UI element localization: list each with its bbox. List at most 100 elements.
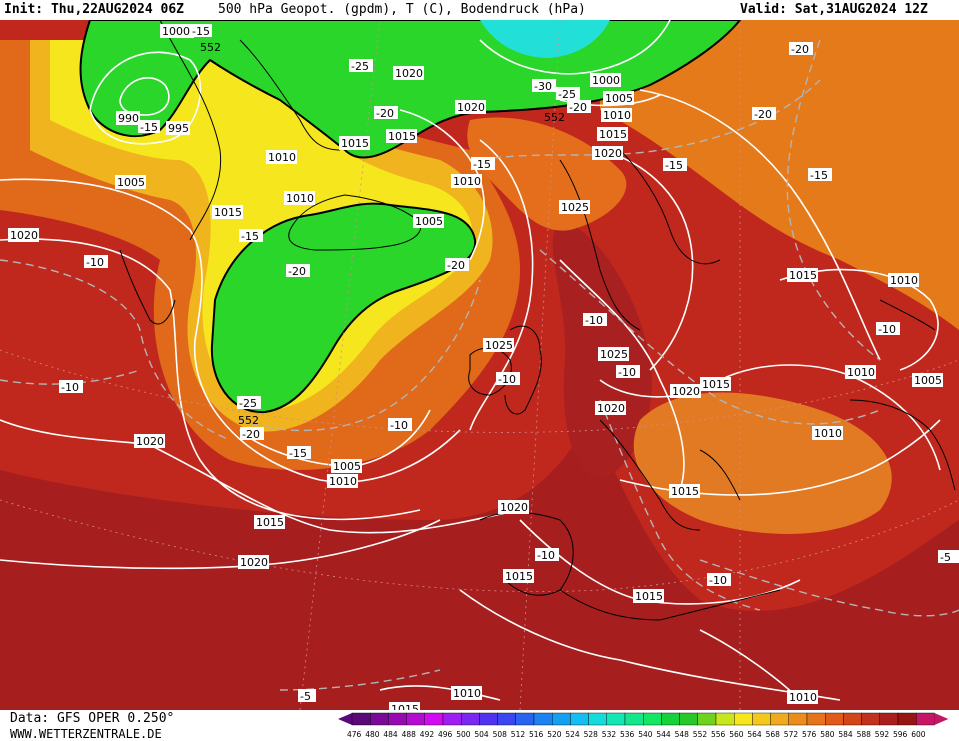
svg-text:1015: 1015	[256, 516, 284, 529]
temperature-label: -20	[789, 42, 813, 56]
svg-text:-15: -15	[289, 447, 307, 460]
svg-text:-10: -10	[878, 323, 896, 336]
svg-text:-20: -20	[447, 259, 465, 272]
temperature-label: -20	[567, 100, 591, 114]
scale-swatch	[770, 712, 789, 726]
svg-text:995: 995	[168, 122, 189, 135]
website-credit: WWW.WETTERZENTRALE.DE	[10, 727, 162, 741]
svg-text:-20: -20	[242, 428, 260, 441]
scale-tick-label: 496	[438, 730, 453, 739]
svg-text:-15: -15	[140, 121, 158, 134]
svg-text:1015: 1015	[599, 128, 627, 141]
scale-swatch	[570, 712, 589, 726]
geopotential-label: 552	[238, 414, 259, 427]
pressure-label: 995	[166, 121, 190, 135]
svg-text:1020: 1020	[597, 402, 625, 415]
scale-tick-label: 592	[875, 730, 890, 739]
pressure-label: 1010	[787, 690, 818, 704]
svg-text:1010: 1010	[329, 475, 357, 488]
scale-tick-label: 476	[347, 730, 362, 739]
svg-text:1005: 1005	[415, 215, 443, 228]
weather-map: 1000 990 995 1005 1015 1020 1010 1020 10…	[0, 20, 959, 710]
scale-swatch	[734, 712, 753, 726]
pressure-label: 1015	[503, 569, 534, 583]
scale-swatch	[697, 712, 717, 726]
pressure-label: 1010	[888, 273, 919, 287]
pressure-label: 1025	[559, 200, 590, 214]
temperature-label: -20	[752, 107, 776, 121]
svg-text:-10: -10	[86, 256, 104, 269]
pressure-label: 1000	[160, 24, 194, 38]
svg-text:1025: 1025	[600, 348, 628, 361]
pressure-label: 990	[116, 111, 140, 125]
temperature-label: -10	[707, 573, 731, 587]
pressure-label: 1025	[483, 338, 514, 352]
temperature-label: -10	[876, 322, 900, 336]
svg-text:1010: 1010	[603, 109, 631, 122]
data-source: Data: GFS OPER 0.250°	[10, 711, 175, 726]
temperature-label: -25	[556, 87, 580, 101]
svg-text:1020: 1020	[500, 501, 528, 514]
pressure-labels: 1000 990 995 1005 1015 1020 1010 1020 10…	[8, 24, 943, 710]
isotherms	[0, 39, 959, 691]
scale-swatch	[643, 712, 662, 726]
temperature-label: -10	[583, 313, 607, 327]
pressure-label: 1010	[601, 108, 632, 122]
pressure-label: 1020	[134, 434, 165, 448]
svg-text:-15: -15	[665, 159, 683, 172]
svg-text:1010: 1010	[286, 192, 314, 205]
temperature-label: -10	[616, 365, 640, 379]
scale-tick-label: 588	[857, 730, 872, 739]
pressure-label: 1005	[413, 214, 444, 228]
scale-tick-label: 524	[565, 730, 580, 739]
scale-arrow-left	[338, 713, 352, 725]
scale-swatch	[588, 712, 607, 726]
scale-swatch	[497, 712, 517, 726]
pressure-label: 1020	[238, 555, 269, 569]
svg-text:-10: -10	[709, 574, 727, 587]
temperature-label: -25	[237, 396, 261, 410]
temperature-label: -10	[388, 418, 412, 432]
pressure-label: 1005	[331, 459, 362, 473]
temperature-label: -10	[84, 255, 108, 269]
svg-text:1015: 1015	[341, 137, 369, 150]
scale-swatch	[715, 712, 735, 726]
scale-swatch	[916, 712, 935, 726]
temperature-label: -30	[532, 79, 556, 93]
pressure-label: 1020	[455, 100, 486, 114]
scale-tick-label: 536	[620, 730, 635, 739]
temperature-label: -10	[535, 548, 559, 562]
svg-text:1005: 1005	[117, 176, 145, 189]
svg-text:-20: -20	[791, 43, 809, 56]
svg-text:1015: 1015	[391, 703, 419, 710]
scale-tick-label: 548	[675, 730, 690, 739]
map-header: Init: Thu,22AUG2024 06Z 500 hPa Geopot. …	[0, 0, 959, 20]
scale-tick-label: 600	[911, 730, 926, 739]
scale-swatch	[679, 712, 698, 726]
temperature-label: -15	[287, 446, 311, 460]
pressure-label: 1020	[393, 66, 424, 80]
svg-text:-10: -10	[585, 314, 603, 327]
svg-text:1005: 1005	[333, 460, 361, 473]
scale-swatch	[624, 712, 644, 726]
geopotential-deep-red	[0, 420, 959, 710]
scale-swatch	[825, 712, 844, 726]
pressure-label: 1015	[386, 129, 417, 143]
svg-text:1020: 1020	[594, 147, 622, 160]
temperature-label: -20	[286, 264, 310, 278]
temperature-label: -10	[496, 372, 520, 386]
temperature-label: -25	[349, 59, 373, 73]
svg-text:1010: 1010	[847, 366, 875, 379]
temperature-label: -20	[445, 258, 469, 272]
svg-text:-15: -15	[241, 230, 259, 243]
lat-lon-grid	[0, 20, 959, 710]
svg-text:990: 990	[118, 112, 139, 125]
svg-text:-20: -20	[376, 107, 394, 120]
svg-text:1020: 1020	[10, 229, 38, 242]
scale-tick-label: 500	[456, 730, 471, 739]
scale-swatch	[351, 712, 371, 726]
scale-tick-label: 504	[474, 730, 489, 739]
svg-text:-20: -20	[288, 265, 306, 278]
pressure-label: 1010	[451, 686, 482, 700]
scale-swatch	[424, 712, 444, 726]
